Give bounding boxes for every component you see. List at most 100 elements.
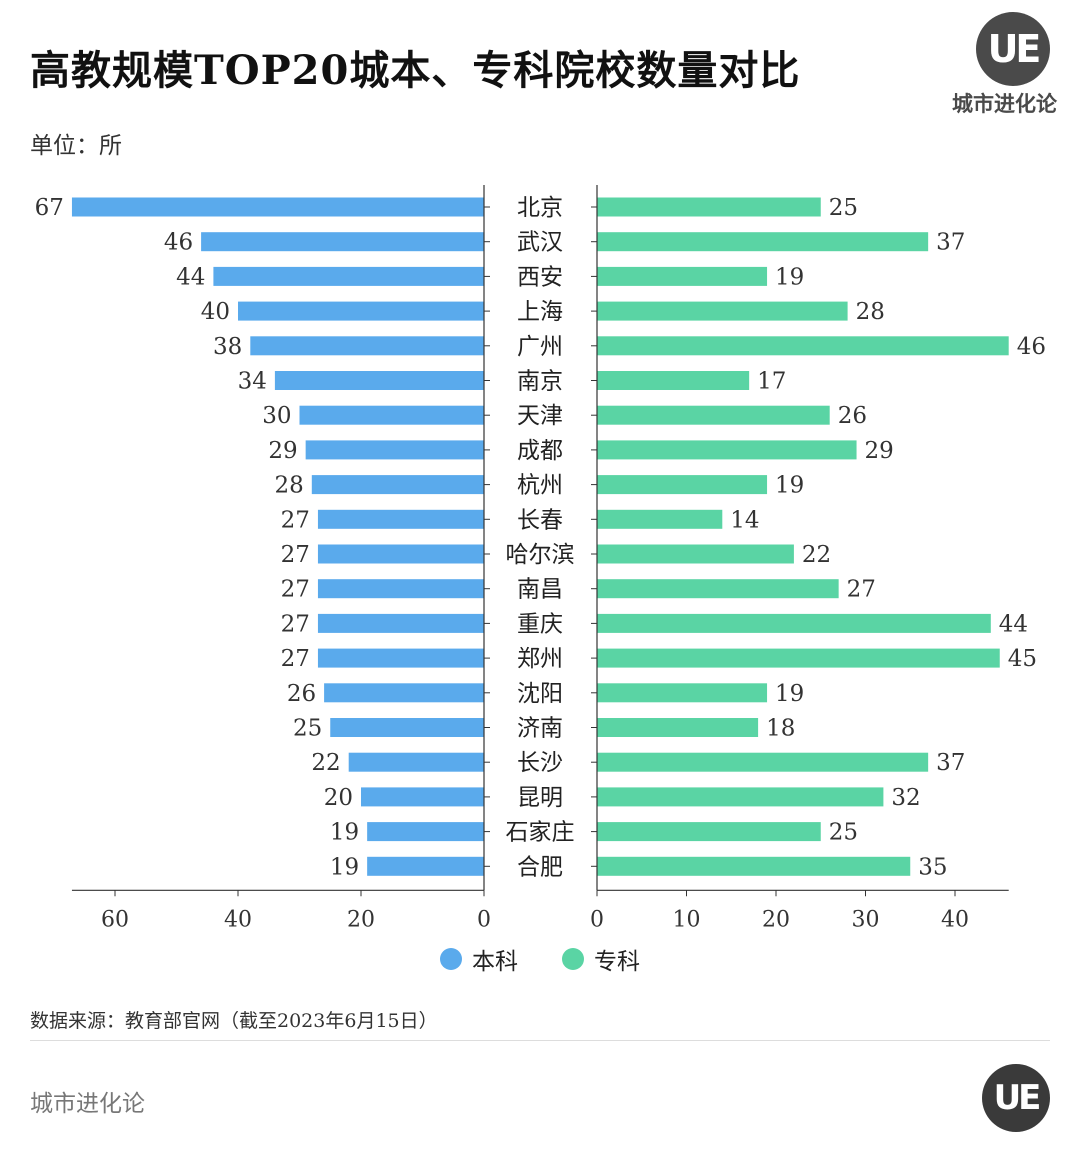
bar-benke-0: [71, 197, 484, 217]
value-label-zhuanke-12: 44: [999, 611, 1028, 637]
value-label-benke-8: 28: [275, 473, 304, 499]
legend-item-zhuanke[interactable]: 专科: [562, 942, 640, 976]
value-label-benke-1: 46: [164, 230, 193, 256]
value-label-benke-11: 27: [281, 577, 310, 603]
value-label-benke-5: 34: [238, 369, 267, 395]
brand-logo-icon: UE: [976, 12, 1050, 86]
chart-legend: 本科 专科: [0, 942, 1080, 976]
value-label-benke-2: 44: [176, 264, 205, 290]
bar-zhuanke-6: [597, 405, 830, 425]
bar-benke-18: [367, 822, 484, 842]
legend-item-benke[interactable]: 本科: [440, 942, 518, 976]
bar-zhuanke-5: [597, 371, 750, 390]
bar-benke-6: [299, 405, 484, 425]
bar-benke-9: [317, 509, 484, 529]
category-label-14: 沈阳: [517, 681, 563, 707]
right-x-tick-label-1: 10: [673, 907, 701, 930]
bar-zhuanke-10: [597, 544, 794, 564]
bar-zhuanke-17: [597, 787, 884, 807]
bar-zhuanke-15: [597, 718, 759, 737]
value-label-zhuanke-19: 35: [918, 854, 947, 880]
bar-benke-11: [317, 579, 484, 599]
right-x-tick-label-0: 0: [590, 907, 604, 930]
bar-benke-10: [317, 544, 484, 564]
category-label-7: 成都: [517, 438, 563, 464]
category-label-9: 长春: [517, 507, 563, 533]
bar-benke-19: [367, 856, 484, 876]
value-label-zhuanke-14: 19: [775, 681, 804, 707]
value-label-zhuanke-5: 17: [757, 369, 786, 395]
bar-benke-17: [361, 787, 484, 807]
category-label-3: 上海: [517, 299, 563, 325]
right-x-tick-label-2: 20: [762, 907, 790, 930]
value-label-benke-7: 29: [268, 438, 297, 464]
category-label-5: 南京: [517, 369, 563, 395]
value-label-benke-17: 20: [324, 785, 353, 811]
chart-title: 高教规模TOP20城本、专科院校数量对比: [30, 47, 801, 94]
bar-zhuanke-7: [597, 440, 857, 460]
value-label-zhuanke-2: 19: [775, 264, 804, 290]
value-label-zhuanke-11: 27: [847, 577, 876, 603]
value-label-zhuanke-9: 14: [730, 507, 759, 533]
left-x-tick-label-2: 20: [347, 907, 375, 930]
value-label-zhuanke-1: 37: [936, 230, 965, 256]
legend-swatch-zhuanke: [562, 948, 584, 970]
value-label-benke-10: 27: [281, 542, 310, 568]
category-label-8: 杭州: [517, 473, 563, 499]
bar-benke-8: [311, 475, 484, 495]
category-label-11: 南昌: [517, 577, 563, 603]
data-source-note: 数据来源：教育部官网（截至2023年6月15日）: [30, 1010, 438, 1032]
footer-brand: 城市进化论: [30, 1091, 145, 1117]
value-label-benke-9: 27: [281, 507, 310, 533]
unit-label: 单位：所: [30, 133, 122, 159]
bar-benke-13: [317, 648, 484, 668]
bar-zhuanke-2: [597, 266, 768, 286]
value-label-benke-6: 30: [262, 403, 291, 429]
bar-zhuanke-16: [597, 752, 929, 772]
bar-zhuanke-1: [597, 232, 929, 252]
bar-zhuanke-11: [597, 579, 839, 599]
left-x-tick-label-3: 0: [477, 907, 491, 930]
bar-benke-12: [317, 613, 484, 633]
right-x-tick-label-4: 40: [941, 907, 969, 930]
value-label-benke-12: 27: [281, 611, 310, 637]
butterfly-bar-chart: 67 25 北京 46 37 武汉 44 19 西安 40 28 上海 38 46 广州 34 17 南京 30 26…: [35, 185, 1046, 930]
footer-logo-icon: UE: [982, 1064, 1050, 1132]
bar-zhuanke-13: [597, 648, 1000, 668]
category-label-6: 天津: [517, 403, 563, 429]
value-label-benke-16: 22: [311, 750, 340, 776]
value-label-zhuanke-3: 28: [856, 299, 885, 325]
bar-benke-14: [324, 683, 484, 703]
bar-zhuanke-0: [597, 197, 821, 217]
category-label-12: 重庆: [517, 611, 563, 637]
bar-zhuanke-19: [597, 856, 911, 876]
value-label-benke-15: 25: [293, 716, 322, 742]
category-label-13: 郑州: [517, 646, 563, 672]
bar-zhuanke-12: [597, 613, 991, 633]
category-label-18: 石家庄: [506, 820, 575, 846]
category-label-1: 武汉: [517, 230, 563, 256]
value-label-zhuanke-7: 29: [865, 438, 894, 464]
value-label-benke-14: 26: [287, 681, 316, 707]
category-label-15: 济南: [517, 716, 563, 742]
value-label-benke-18: 19: [330, 820, 359, 846]
bar-benke-4: [250, 336, 484, 356]
footer-divider: [30, 1040, 1050, 1041]
bar-benke-16: [348, 752, 484, 772]
bar-zhuanke-18: [597, 822, 821, 842]
value-label-zhuanke-15: 18: [766, 716, 795, 742]
value-label-benke-4: 38: [213, 334, 242, 360]
bar-zhuanke-4: [597, 336, 1009, 356]
bar-benke-2: [213, 266, 484, 286]
bar-zhuanke-9: [597, 509, 723, 529]
category-label-17: 昆明: [517, 785, 563, 811]
legend-swatch-benke: [440, 948, 462, 970]
value-label-zhuanke-16: 37: [936, 750, 965, 776]
category-label-4: 广州: [517, 334, 563, 360]
bar-benke-7: [305, 440, 484, 460]
right-x-tick-label-3: 30: [852, 907, 880, 930]
category-label-19: 合肥: [517, 854, 563, 880]
value-label-zhuanke-17: 32: [891, 785, 920, 811]
legend-label-benke: 本科: [472, 949, 518, 975]
category-label-10: 哈尔滨: [506, 542, 575, 568]
